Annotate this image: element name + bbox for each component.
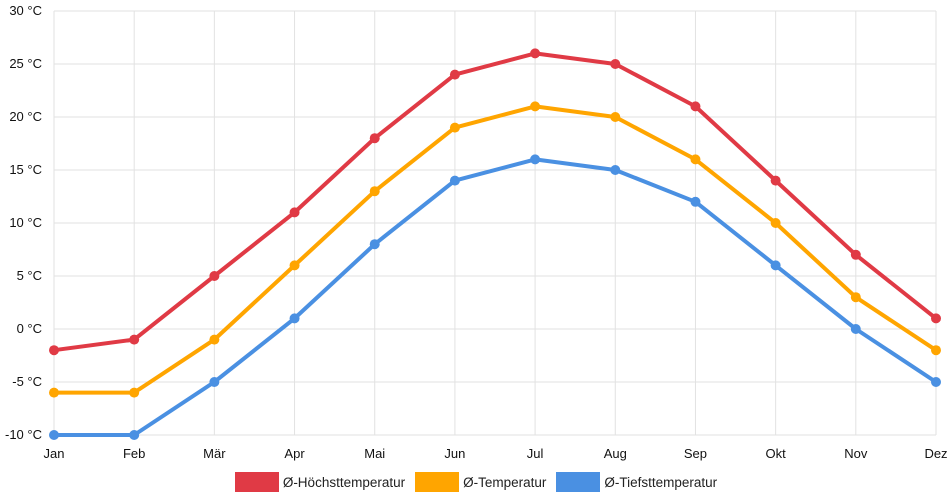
- mean-temp-line: [52, 104, 938, 395]
- legend-item-mean[interactable]: Ø-Temperatur: [415, 472, 546, 492]
- low-temp-point: [449, 175, 460, 186]
- x-tick-label: Jun: [444, 446, 465, 461]
- mean-temp-point: [449, 122, 460, 133]
- high-temp-point: [690, 101, 701, 112]
- x-tick-label: Mär: [203, 446, 226, 461]
- high-temp-point: [289, 207, 300, 218]
- high-temp-point: [770, 175, 781, 186]
- x-tick-label: Nov: [844, 446, 868, 461]
- low-temp-point: [690, 196, 701, 207]
- x-tick-label: Mai: [364, 446, 385, 461]
- x-tick-label: Jan: [44, 446, 65, 461]
- low-temp-point: [49, 430, 59, 440]
- low-temp-point: [209, 377, 220, 387]
- low-temp-point: [850, 324, 861, 334]
- mean-temp-point: [931, 345, 941, 356]
- chart-plot: -10 °C -5 °C 0 °C 5 °C 10 °C 15 °C 20 °C 25 °C 3…: [5, 3, 948, 461]
- x-tick-label: Feb: [123, 446, 145, 461]
- y-tick-label: -5 °C: [12, 374, 42, 389]
- mean-temp-point: [369, 186, 380, 197]
- x-tick-label: Aug: [604, 446, 627, 461]
- mean-temp-point: [610, 112, 621, 122]
- low-temp-point: [369, 239, 380, 250]
- high-temp-point: [931, 313, 941, 324]
- y-tick-label: 25 °C: [9, 56, 42, 71]
- legend-item-high[interactable]: Ø-Höchsttemperatur: [234, 472, 406, 492]
- low-temp-point: [770, 260, 781, 271]
- mean-temp-point: [530, 101, 541, 112]
- legend-swatch-mean: [415, 472, 460, 492]
- legend-label-high: Ø-Höchsttemperatur: [282, 474, 406, 490]
- high-temp-point: [530, 48, 541, 59]
- y-tick-label: 30 °C: [9, 3, 42, 18]
- y-tick-label: 15 °C: [9, 162, 42, 177]
- mean-temp-point: [49, 387, 59, 398]
- high-temp-line: [52, 51, 938, 353]
- chart-legend: Ø-Höchsttemperatur Ø-Temperatur Ø-Tiefst…: [0, 472, 952, 492]
- legend-label-low: Ø-Tiefsttemperatur: [604, 474, 718, 490]
- y-tick-label: 5 °C: [17, 268, 42, 283]
- low-temp-point: [530, 154, 541, 165]
- low-temp-point: [289, 313, 300, 324]
- high-temp-point: [850, 249, 861, 260]
- mean-temp-point: [129, 387, 140, 398]
- high-temp-point: [129, 334, 140, 345]
- mean-temp-point: [289, 260, 300, 271]
- low-temp-point: [129, 430, 140, 440]
- y-tick-label: 20 °C: [9, 109, 42, 124]
- legend-item-low[interactable]: Ø-Tiefsttemperatur: [556, 472, 717, 492]
- x-tick-label: Jul: [527, 446, 544, 461]
- x-tick-label: Sep: [684, 446, 707, 461]
- y-tick-label: 0 °C: [17, 321, 42, 336]
- x-tick-label: Dez: [924, 446, 947, 461]
- high-temp-point: [209, 271, 220, 281]
- mean-temp-point: [850, 292, 861, 303]
- legend-swatch-low: [556, 472, 601, 492]
- high-temp-point: [449, 69, 460, 80]
- x-tick-label: Okt: [766, 446, 787, 461]
- high-temp-point: [610, 59, 621, 69]
- low-temp-point: [610, 165, 621, 175]
- legend-swatch-high: [234, 472, 279, 492]
- x-tick-label: Apr: [284, 446, 305, 461]
- y-tick-label: 10 °C: [9, 215, 42, 230]
- mean-temp-point: [770, 218, 781, 228]
- high-temp-point: [49, 345, 59, 356]
- high-temp-point: [369, 133, 380, 144]
- legend-label-mean: Ø-Temperatur: [463, 474, 547, 490]
- mean-temp-point: [209, 334, 220, 345]
- mean-temp-point: [690, 154, 701, 165]
- y-tick-label: -10 °C: [5, 427, 42, 442]
- low-temp-line: [52, 157, 938, 437]
- low-temp-point: [931, 377, 941, 387]
